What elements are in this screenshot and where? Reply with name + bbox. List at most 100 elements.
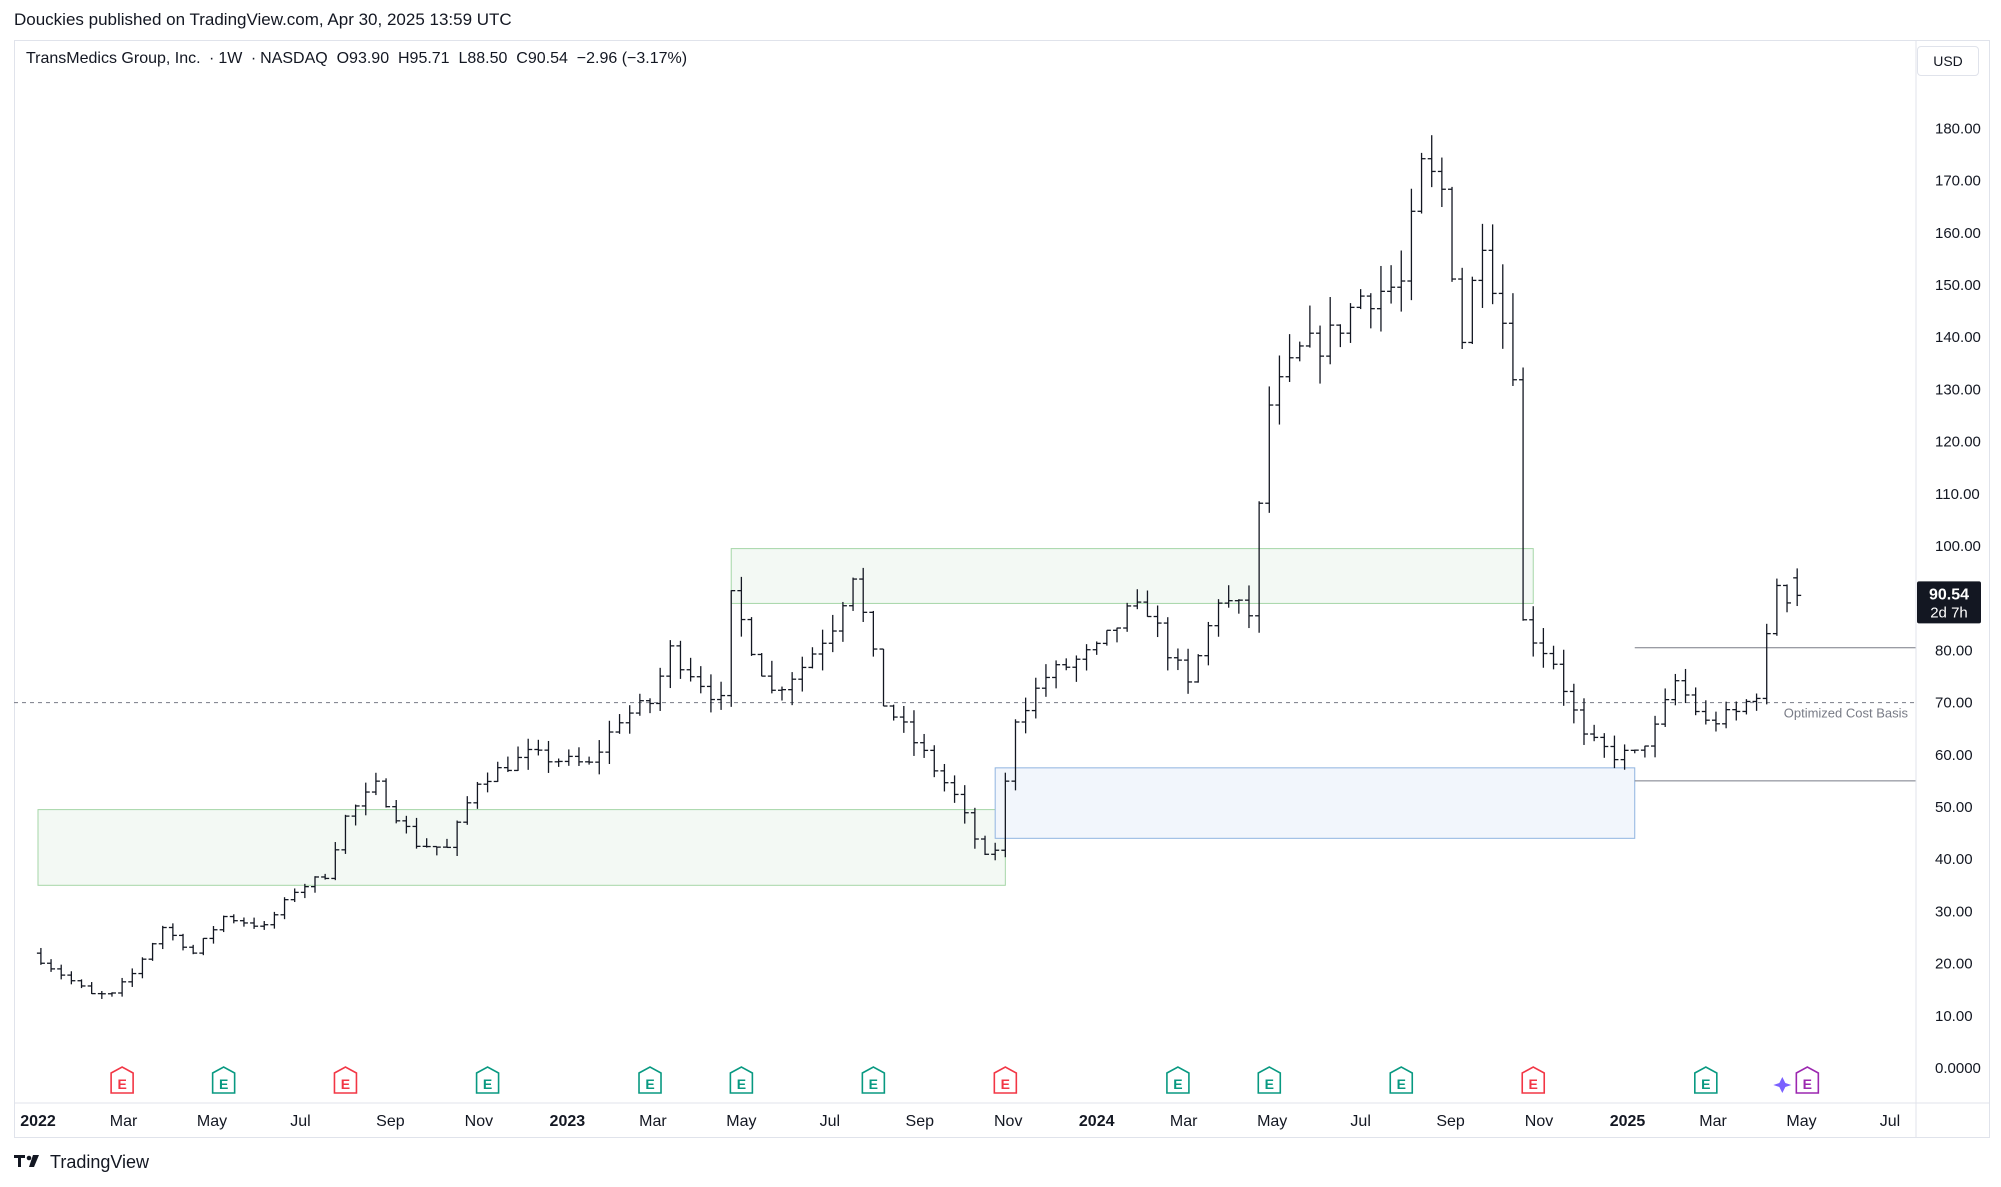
ohlc-bar[interactable]	[1397, 250, 1406, 312]
ohlc-bar[interactable]	[666, 640, 675, 689]
ohlc-bar[interactable]	[514, 746, 523, 772]
earnings-marker-icon[interactable]: E	[729, 1066, 754, 1094]
ohlc-bar[interactable]	[229, 914, 238, 924]
ohlc-bar[interactable]	[280, 897, 289, 920]
ohlc-bar[interactable]	[209, 926, 218, 944]
ohlc-bar[interactable]	[544, 740, 553, 773]
ohlc-bar[interactable]	[1102, 629, 1111, 646]
ohlc-bar[interactable]	[981, 835, 990, 856]
ohlc-bar[interactable]	[199, 937, 208, 956]
ohlc-bar[interactable]	[1143, 590, 1152, 618]
ohlc-bar[interactable]	[107, 992, 116, 997]
ohlc-bar[interactable]	[1508, 293, 1517, 386]
ohlc-bar[interactable]	[1163, 617, 1172, 671]
ohlc-bar[interactable]	[361, 782, 370, 816]
ohlc-bar[interactable]	[1194, 654, 1203, 683]
ohlc-bar[interactable]	[1569, 683, 1578, 724]
tradingview-brand[interactable]: TradingView	[14, 1152, 149, 1173]
ohlc-bar[interactable]	[859, 567, 868, 622]
ohlc-bar[interactable]	[168, 923, 177, 941]
currency-button[interactable]: USD	[1917, 46, 1979, 76]
ohlc-bar[interactable]	[1529, 606, 1538, 657]
ohlc-bar[interactable]	[290, 888, 299, 903]
ohlc-bar[interactable]	[940, 763, 949, 792]
ohlc-bar[interactable]	[1204, 621, 1213, 666]
ohlc-bar[interactable]	[1448, 186, 1457, 282]
earnings-marker-icon[interactable]: E	[861, 1066, 886, 1094]
earnings-marker-icon[interactable]: E	[333, 1066, 358, 1094]
ohlc-bar[interactable]	[1224, 585, 1233, 608]
ohlc-bar[interactable]	[574, 747, 583, 766]
ohlc-bar[interactable]	[991, 842, 1000, 861]
legend-symbol[interactable]: TransMedics Group, Inc.	[26, 50, 201, 67]
ohlc-bar[interactable]	[1691, 687, 1700, 716]
ohlc-bar[interactable]	[1285, 334, 1294, 382]
ohlc-bar[interactable]	[341, 814, 350, 854]
chart-frame[interactable]	[14, 40, 1990, 1138]
ohlc-bar[interactable]	[1376, 265, 1385, 332]
ohlc-bar[interactable]	[676, 640, 685, 679]
earnings-marker-icon[interactable]: E	[475, 1066, 500, 1094]
ohlc-bar[interactable]	[534, 739, 543, 756]
ohlc-bar[interactable]	[1417, 152, 1426, 214]
ohlc-bar[interactable]	[1640, 745, 1649, 758]
ohlc-bar[interactable]	[1671, 673, 1680, 706]
ohlc-bar[interactable]	[432, 845, 441, 856]
ohlc-bar[interactable]	[270, 911, 279, 929]
ohlc-bar[interactable]	[1437, 157, 1446, 208]
ohlc-bar[interactable]	[849, 577, 858, 611]
ohlc-bar[interactable]	[1722, 701, 1731, 729]
ohlc-bar[interactable]	[1052, 660, 1061, 689]
ohlc-bar[interactable]	[250, 917, 259, 929]
ohlc-bar[interactable]	[1001, 772, 1010, 858]
ohlc-bar[interactable]	[493, 761, 502, 783]
ohlc-bar[interactable]	[960, 785, 969, 824]
earnings-marker-icon[interactable]: E	[1773, 1066, 1820, 1094]
ohlc-bar[interactable]	[1783, 584, 1792, 613]
ohlc-bar[interactable]	[1133, 589, 1142, 610]
ohlc-bar[interactable]	[1590, 724, 1599, 742]
ohlc-bar[interactable]	[564, 749, 573, 766]
ohlc-bar[interactable]	[899, 705, 908, 733]
ohlc-bar[interactable]	[219, 915, 228, 933]
ohlc-bar[interactable]	[483, 772, 492, 793]
ohlc-bar[interactable]	[1214, 599, 1223, 637]
ohlc-bar[interactable]	[1539, 628, 1548, 668]
ohlc-bar[interactable]	[1661, 688, 1670, 727]
ohlc-bar[interactable]	[706, 674, 715, 713]
supply-zone[interactable]	[730, 548, 1534, 604]
ohlc-bar[interactable]	[920, 733, 929, 758]
ohlc-bar[interactable]	[950, 775, 959, 803]
ohlc-bar[interactable]	[422, 838, 431, 848]
earnings-marker-icon[interactable]: E	[110, 1066, 134, 1094]
ohlc-bar[interactable]	[930, 745, 939, 778]
ohlc-bar[interactable]	[1681, 668, 1690, 704]
ohlc-bar[interactable]	[1468, 276, 1477, 345]
ohlc-bar[interactable]	[189, 944, 198, 955]
ohlc-bar[interactable]	[1772, 578, 1781, 636]
ohlc-bar[interactable]	[1305, 305, 1314, 348]
ohlc-bar[interactable]	[128, 968, 137, 987]
ohlc-bar[interactable]	[1519, 367, 1528, 621]
ohlc-bar[interactable]	[138, 957, 147, 979]
ohlc-bar[interactable]	[1579, 698, 1588, 745]
ohlc-bar[interactable]	[1610, 735, 1619, 769]
ohlc-bar[interactable]	[1173, 648, 1182, 671]
ohlc-bar[interactable]	[1336, 324, 1345, 348]
ohlc-bar[interactable]	[788, 672, 797, 706]
ohlc-bar[interactable]	[777, 686, 786, 701]
ohlc-bar[interactable]	[757, 653, 766, 677]
ohlc-bar[interactable]	[656, 667, 665, 711]
ohlc-bar[interactable]	[615, 714, 624, 734]
ohlc-bar[interactable]	[1427, 135, 1436, 188]
ohlc-bar[interactable]	[1752, 693, 1761, 711]
ohlc-bar[interactable]	[1316, 325, 1325, 384]
ohlc-bar[interactable]	[321, 873, 330, 880]
earnings-marker-icon[interactable]: E	[1166, 1066, 1190, 1094]
ohlc-bar[interactable]	[585, 756, 594, 765]
ohlc-bar[interactable]	[1234, 599, 1243, 614]
ohlc-bar[interactable]	[717, 681, 726, 710]
ohlc-bar[interactable]	[1041, 664, 1050, 697]
earnings-marker-icon[interactable]: E	[1257, 1066, 1282, 1094]
